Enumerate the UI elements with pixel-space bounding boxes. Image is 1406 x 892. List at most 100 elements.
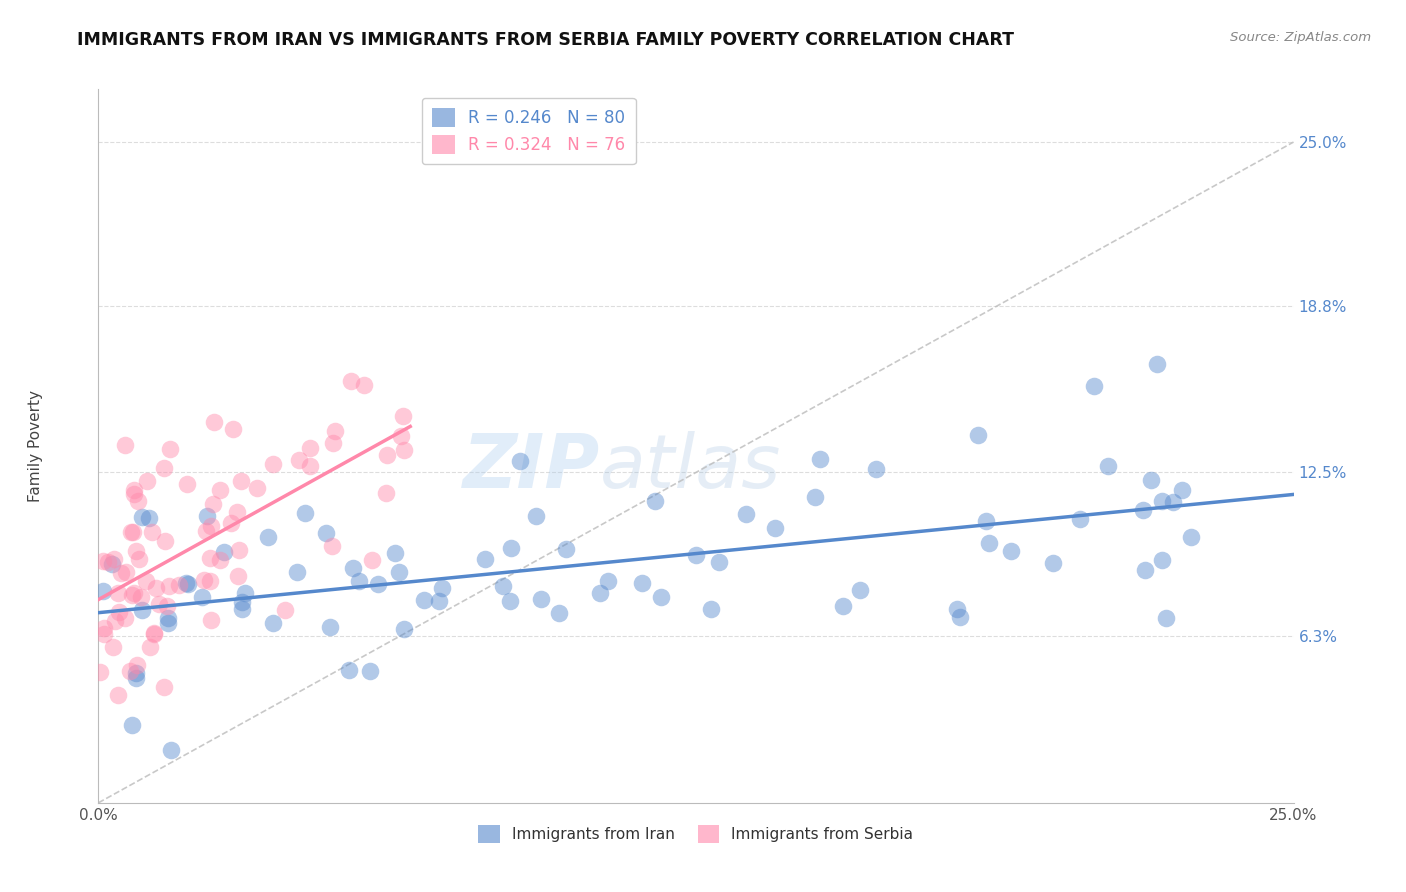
Text: IMMIGRANTS FROM IRAN VS IMMIGRANTS FROM SERBIA FAMILY POVERTY CORRELATION CHART: IMMIGRANTS FROM IRAN VS IMMIGRANTS FROM … [77, 31, 1014, 49]
Point [650, 591, 672, 605]
Point [124, 483, 146, 497]
Point [1083, 379, 1105, 393]
Point [339, 375, 361, 389]
Point [101, 557, 124, 571]
Point [122, 586, 145, 600]
Point [177, 577, 200, 591]
Point [225, 505, 247, 519]
Point [198, 550, 221, 565]
Point [1150, 494, 1173, 508]
Point [630, 575, 652, 590]
Point [91, 554, 114, 568]
Point [202, 415, 225, 429]
Y-axis label: Family Poverty: Family Poverty [28, 390, 42, 502]
Point [976, 514, 998, 528]
Point [97, 555, 120, 569]
Point [148, 597, 170, 611]
Point [128, 552, 150, 566]
Point [1042, 556, 1064, 570]
Point [143, 627, 166, 641]
Point [256, 530, 278, 544]
Point [808, 452, 831, 467]
Point [145, 582, 167, 596]
Point [1139, 473, 1161, 487]
Point [548, 607, 571, 621]
Point [89, 665, 111, 680]
Point [377, 448, 399, 462]
Point [114, 610, 136, 624]
Point [108, 605, 131, 619]
Point [946, 601, 969, 615]
Point [498, 594, 520, 608]
Point [967, 427, 990, 442]
Point [131, 590, 153, 604]
Point [231, 595, 253, 609]
Point [219, 516, 242, 531]
Point [125, 671, 148, 685]
Point [103, 552, 125, 566]
Point [1132, 503, 1154, 517]
Point [194, 524, 217, 538]
Point [200, 518, 222, 533]
Point [193, 573, 215, 587]
Point [120, 524, 142, 539]
Point [125, 666, 148, 681]
Point [353, 378, 375, 392]
Point [979, 535, 1001, 549]
Point [114, 438, 136, 452]
Point [1146, 357, 1168, 371]
Point [361, 553, 384, 567]
Point [288, 453, 311, 467]
Point [1133, 563, 1156, 577]
Point [139, 640, 162, 655]
Point [212, 545, 235, 559]
Point [1069, 512, 1091, 526]
Point [832, 599, 855, 614]
Point [392, 443, 415, 458]
Point [427, 594, 450, 608]
Point [153, 533, 176, 548]
Point [121, 588, 143, 602]
Text: ZIP: ZIP [463, 431, 600, 504]
Point [121, 525, 143, 540]
Point [1180, 530, 1202, 544]
Point [159, 442, 181, 457]
Point [157, 579, 180, 593]
Point [685, 548, 707, 562]
Point [325, 424, 347, 438]
Point [167, 578, 190, 592]
Point [501, 541, 523, 555]
Point [1154, 611, 1177, 625]
Point [233, 585, 256, 599]
Point [198, 574, 221, 589]
Point [222, 422, 245, 436]
Point [209, 483, 232, 497]
Point [555, 541, 578, 556]
Point [389, 428, 412, 442]
Point [707, 555, 730, 569]
Point [1171, 483, 1194, 497]
Point [135, 574, 157, 589]
Point [174, 576, 197, 591]
Point [229, 474, 252, 488]
Point [197, 508, 219, 523]
Point [735, 507, 758, 521]
Point [315, 526, 337, 541]
Point [359, 664, 381, 678]
Point [298, 459, 321, 474]
Point [596, 574, 619, 588]
Point [262, 615, 284, 630]
Point [1150, 553, 1173, 567]
Point [110, 566, 132, 580]
Point [803, 491, 825, 505]
Point [413, 593, 436, 607]
Point [157, 611, 180, 625]
Point [337, 663, 360, 677]
Point [367, 577, 389, 591]
Point [273, 603, 295, 617]
Point [127, 493, 149, 508]
Point [93, 627, 115, 641]
Point [388, 566, 411, 580]
Point [384, 546, 406, 560]
Point [524, 508, 547, 523]
